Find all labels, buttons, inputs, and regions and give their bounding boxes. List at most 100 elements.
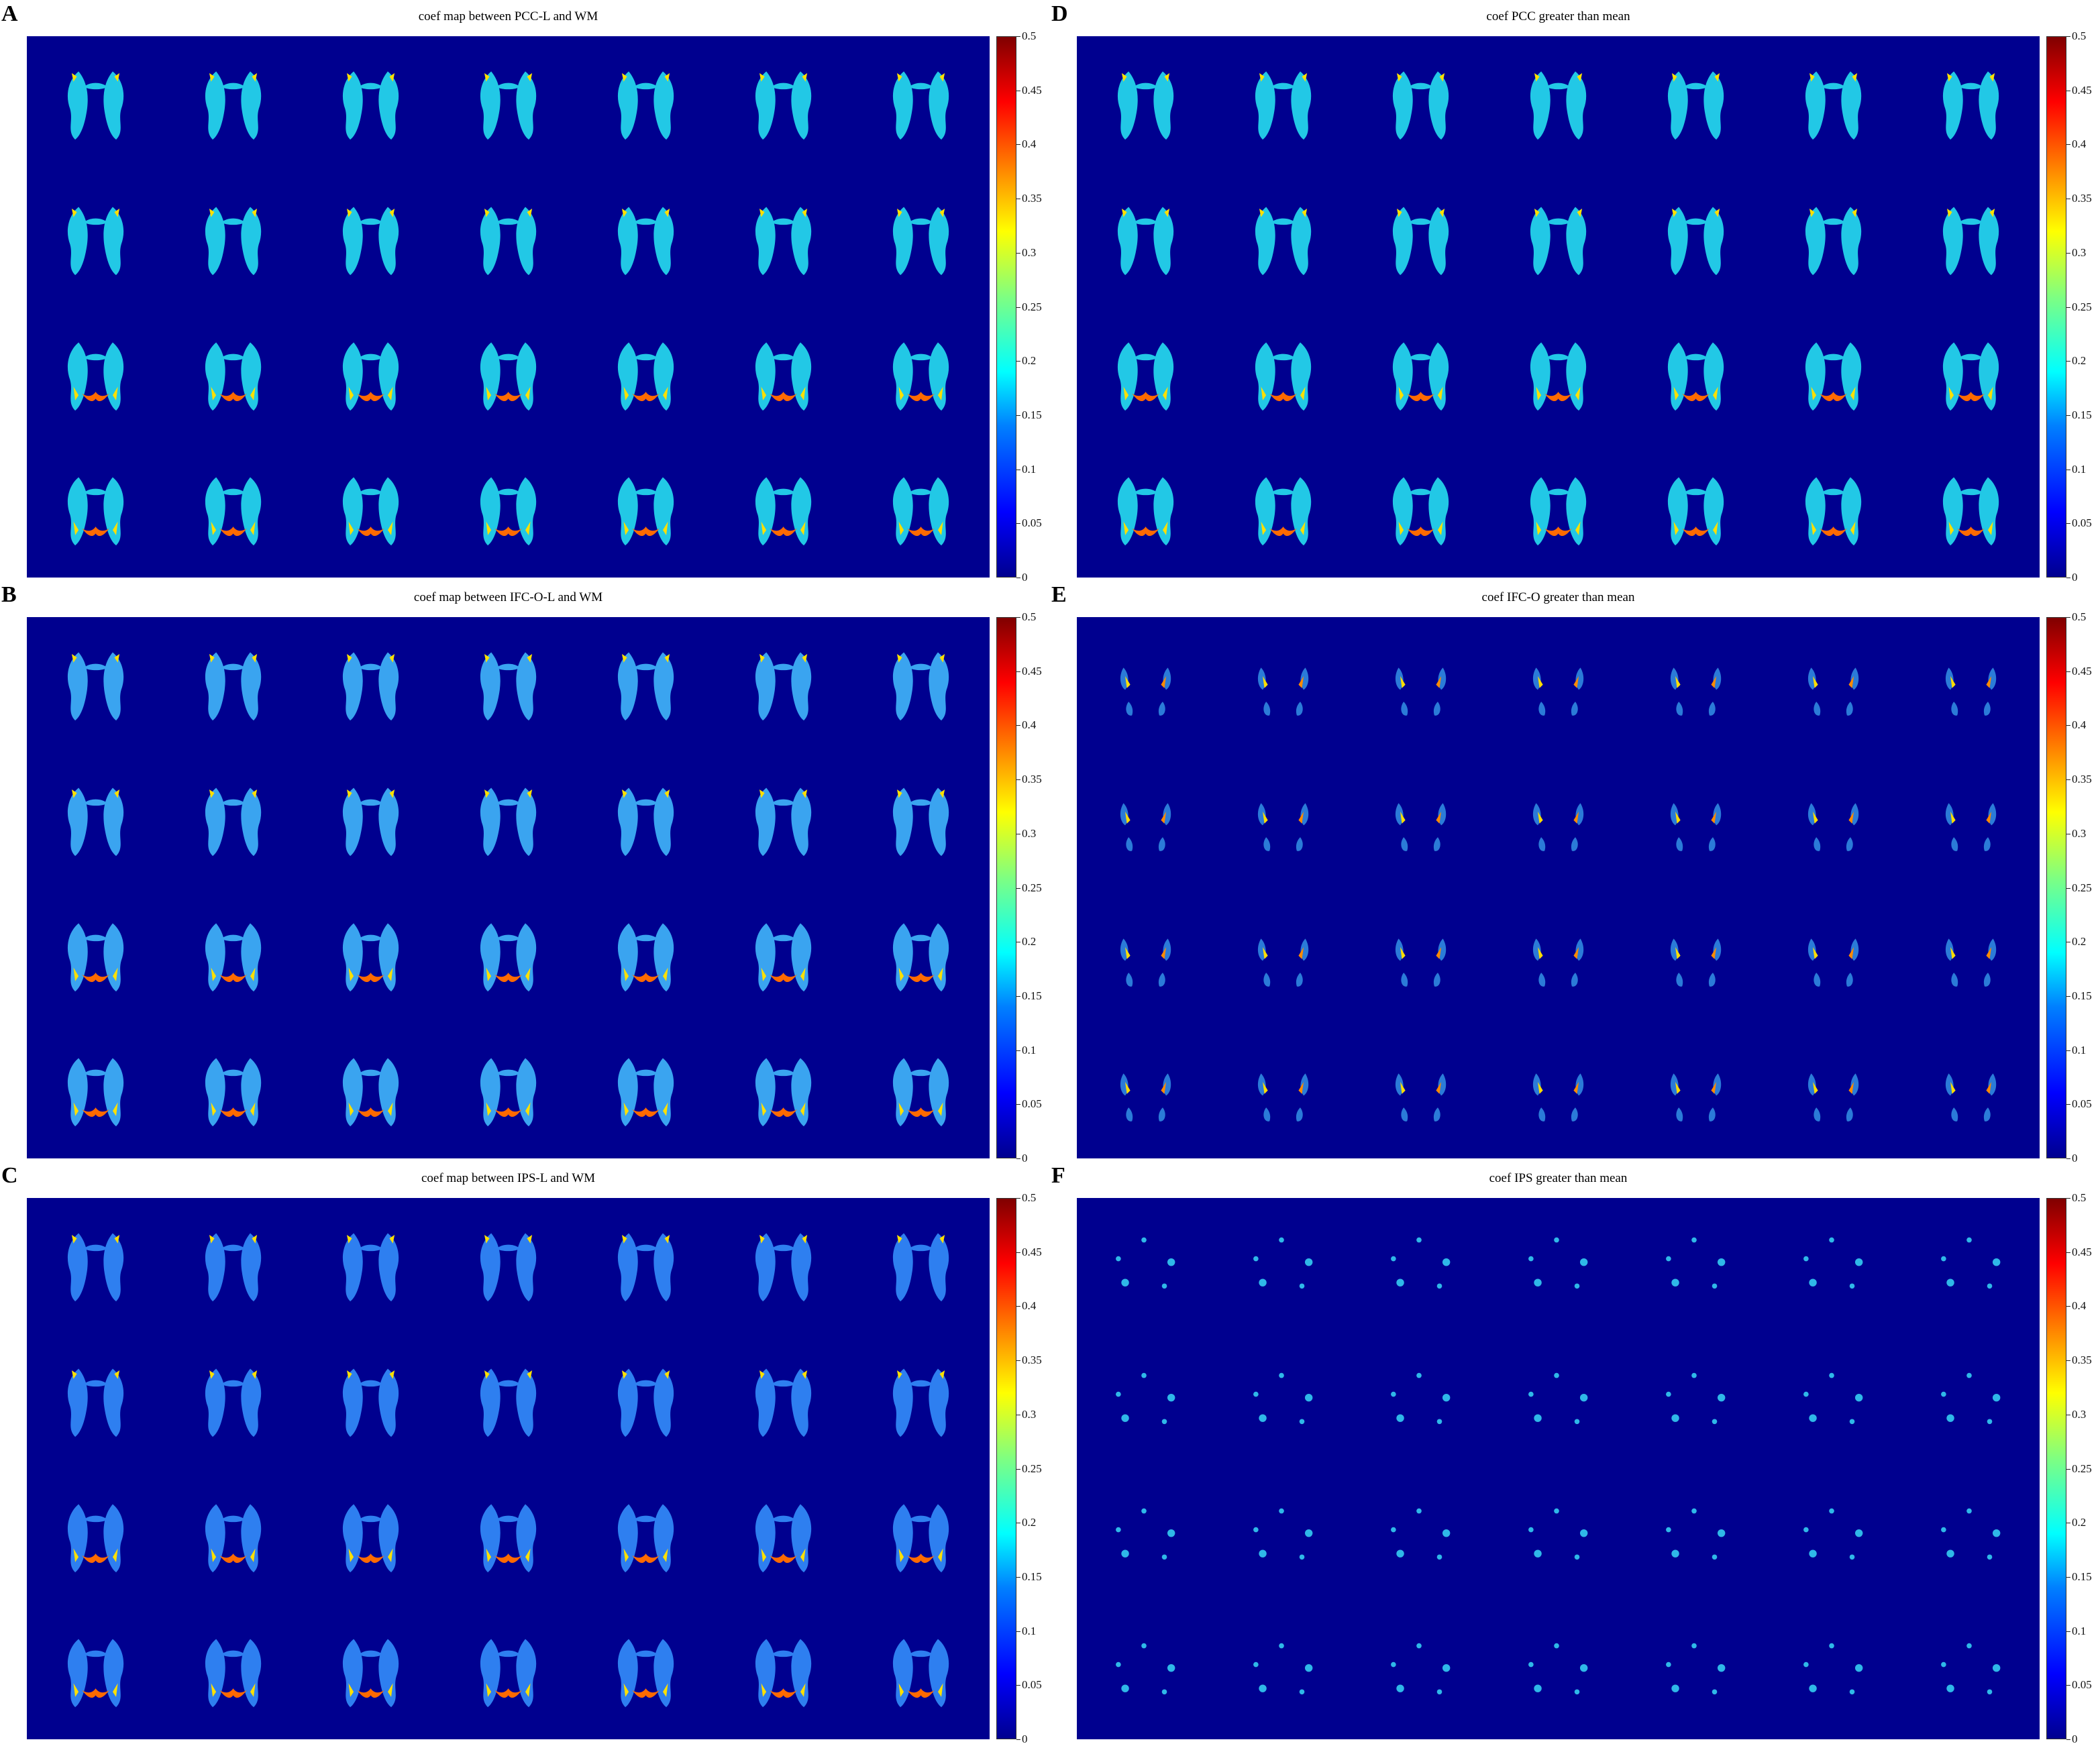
brain-slice	[878, 46, 963, 162]
colorbar-tick-mark	[1016, 252, 1020, 254]
slice-map	[1077, 617, 2040, 1158]
brain-slice	[603, 46, 688, 162]
brain-slice	[1653, 317, 1738, 433]
brain-slice	[878, 1343, 963, 1460]
brain-slice	[603, 1343, 688, 1460]
brain-slice	[1791, 1613, 1876, 1730]
brain-slice	[1241, 1478, 1326, 1595]
colorbar-tick-mark	[2066, 523, 2070, 525]
colorbar-tick-label: 0.05	[2072, 1097, 2092, 1111]
brain-slice	[1103, 451, 1188, 568]
brain-slice	[1241, 1613, 1326, 1730]
brain-slice	[1928, 317, 2013, 433]
colorbar-tick-mark	[2066, 36, 2070, 37]
brain-slice	[328, 1478, 413, 1595]
brain-slice	[1516, 626, 1601, 743]
panel-title: coef map between PCC-L and WM	[418, 9, 598, 23]
brain-slice	[603, 1032, 688, 1149]
panel-title: coef map between IFC-O-L and WM	[413, 590, 603, 604]
colorbar-tick-label: 0.45	[1022, 664, 1042, 677]
colorbar-tick-label: 0	[1022, 571, 1028, 584]
colorbar-tick-label: 0.45	[2072, 664, 2092, 677]
brain-slice	[1516, 762, 1601, 879]
brain-slice	[1928, 46, 2013, 162]
colorbar-tick-label: 0.5	[1022, 610, 1037, 623]
brain-slice	[53, 1343, 138, 1460]
colorbar-tick-mark	[2066, 415, 2070, 416]
brain-slice	[328, 1207, 413, 1324]
colorbar-tick-label: 0.45	[2072, 83, 2092, 97]
colorbar-tick-label: 0.05	[1022, 516, 1042, 530]
colorbar	[996, 1198, 1016, 1739]
brain-slice	[466, 1343, 551, 1460]
brain-slice	[1241, 897, 1326, 1014]
brain-slice	[191, 1343, 276, 1460]
colorbar-tick-label: 0.1	[2072, 1624, 2087, 1637]
brain-slice	[1516, 317, 1601, 433]
brain-slice	[328, 1032, 413, 1149]
colorbar-tick-mark	[2066, 1158, 2070, 1159]
colorbar-tick-mark	[1016, 36, 1020, 37]
brain-slice	[1928, 626, 2013, 743]
colorbar-tick-mark	[2066, 887, 2070, 889]
brain-slice	[1928, 181, 2013, 298]
brain-slice	[603, 626, 688, 743]
colorbar-tick-label: 0.05	[2072, 1678, 2092, 1692]
colorbar-tick-mark	[1016, 307, 1020, 308]
brain-slice	[603, 181, 688, 298]
brain-slice	[741, 626, 826, 743]
colorbar-tick-label: 0	[2072, 571, 2078, 584]
brain-slice	[191, 451, 276, 568]
colorbar-tick-label: 0.3	[2072, 1407, 2087, 1421]
colorbar-tick-label: 0.3	[2072, 826, 2087, 840]
brain-slice	[53, 897, 138, 1014]
brain-slice	[1516, 1613, 1601, 1730]
colorbar-tick-label: 0.1	[1022, 1624, 1037, 1637]
colorbar-tick-mark	[1016, 1576, 1020, 1578]
brain-slice	[328, 451, 413, 568]
brain-slice	[1241, 626, 1326, 743]
brain-slice	[53, 451, 138, 568]
brain-slice	[1516, 1032, 1601, 1149]
brain-slice	[1791, 897, 1876, 1014]
brain-slice	[1241, 1207, 1326, 1324]
brain-slice	[466, 626, 551, 743]
brain-slice	[1653, 181, 1738, 298]
brain-slice	[741, 897, 826, 1014]
colorbar-tick-label: 0.15	[2072, 989, 2092, 1002]
colorbar-tick-label: 0	[2072, 1733, 2078, 1745]
brain-slice	[1103, 46, 1188, 162]
colorbar-tick-mark	[2066, 307, 2070, 308]
colorbar-tick-label: 0.25	[2072, 881, 2092, 894]
brain-slice	[603, 1207, 688, 1324]
colorbar-tick-label: 0.1	[2072, 1043, 2087, 1056]
brain-slice	[1516, 1478, 1601, 1595]
slice-map	[27, 617, 990, 1158]
brain-slice	[466, 317, 551, 433]
colorbar-tick-label: 0.5	[1022, 30, 1037, 42]
colorbar-tick-mark	[1016, 1198, 1020, 1199]
brain-slice	[1516, 1343, 1601, 1460]
brain-slice	[191, 317, 276, 433]
panel-title: coef PCC greater than mean	[1486, 9, 1630, 23]
brain-slice	[191, 1613, 276, 1730]
brain-slice	[328, 626, 413, 743]
brain-slice	[1516, 46, 1601, 162]
brain-slice	[466, 1207, 551, 1324]
colorbar-tick-mark	[2066, 779, 2070, 781]
colorbar-tick-mark	[2066, 144, 2070, 146]
slice-map	[1077, 36, 2040, 578]
brain-slice	[1516, 897, 1601, 1014]
colorbar-tick-label: 0.1	[1022, 1043, 1037, 1056]
brain-slice	[1653, 1032, 1738, 1149]
brain-slice	[1378, 1478, 1463, 1595]
colorbar-tick-label: 0.15	[1022, 408, 1042, 421]
panel-letter: E	[1051, 582, 1067, 607]
brain-slice	[878, 897, 963, 1014]
colorbar-tick-mark	[2066, 361, 2070, 362]
brain-slice	[53, 1207, 138, 1324]
colorbar-tick-mark	[1016, 725, 1020, 726]
colorbar-tick-mark	[1016, 617, 1020, 618]
brain-slice	[1928, 1207, 2013, 1324]
